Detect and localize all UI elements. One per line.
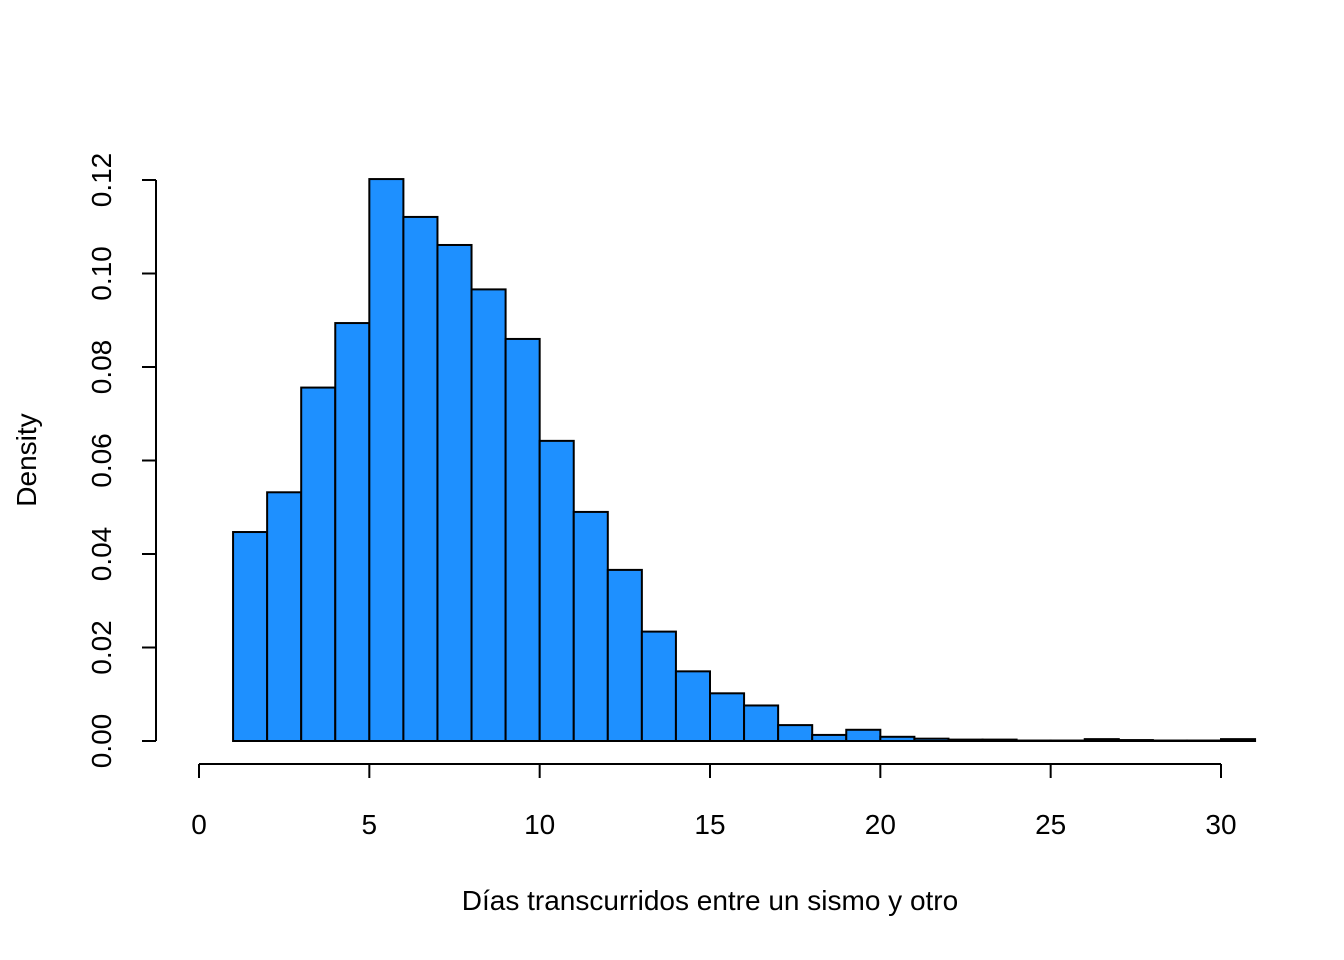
histogram-bar [743, 704, 780, 742]
histogram-bar [266, 491, 303, 743]
histogram-bar [640, 630, 677, 742]
histogram-bar [300, 386, 337, 742]
x-tick-label: 0 [191, 809, 207, 840]
histogram-bar [436, 243, 473, 742]
histogram-bar [1083, 738, 1120, 743]
x-tick-label: 5 [362, 809, 378, 840]
histogram-bar [845, 728, 882, 743]
y-axis: 0.00 0.02 0.04 0.06 0.08 0.10 0.12 [86, 153, 157, 769]
histogram-bar [913, 737, 950, 742]
histogram-bar [674, 670, 712, 743]
histogram-bars [232, 178, 1257, 743]
y-tick-label: 0.12 [86, 153, 117, 208]
x-axis: 0 5 10 15 20 25 30 [191, 763, 1237, 840]
histogram-bar [709, 692, 746, 743]
x-tick-label: 20 [865, 809, 896, 840]
y-tick-label: 0.02 [86, 620, 117, 675]
histogram-bar [504, 337, 541, 742]
y-tick-label: 0.00 [86, 714, 117, 769]
x-tick-label: 10 [524, 809, 555, 840]
y-axis-title: Density [11, 413, 42, 506]
histogram-bar [232, 531, 269, 743]
histogram-bar [606, 568, 643, 743]
histogram-bar [1220, 738, 1257, 743]
histogram-bar [947, 738, 984, 742]
y-tick-label: 0.04 [86, 527, 117, 582]
histogram-bar [981, 738, 1018, 742]
y-tick-label: 0.08 [86, 340, 117, 395]
y-tick-label: 0.06 [86, 433, 117, 488]
histogram-bar [572, 510, 609, 742]
x-tick-label: 25 [1035, 809, 1066, 840]
histogram-bar [879, 735, 916, 742]
histogram-bar [470, 288, 507, 742]
y-tick-label: 0.10 [86, 246, 117, 301]
x-tick-label: 15 [694, 809, 725, 840]
x-axis-title: Días transcurridos entre un sismo y otro [462, 885, 958, 916]
histogram-bar [334, 322, 371, 742]
histogram-bar [538, 439, 575, 742]
histogram-bar [368, 178, 405, 742]
histogram-bar [811, 733, 848, 742]
histogram-bar [402, 215, 439, 742]
x-tick-label: 30 [1205, 809, 1236, 840]
histogram-bar [777, 724, 814, 742]
histogram-bar [1117, 739, 1154, 743]
